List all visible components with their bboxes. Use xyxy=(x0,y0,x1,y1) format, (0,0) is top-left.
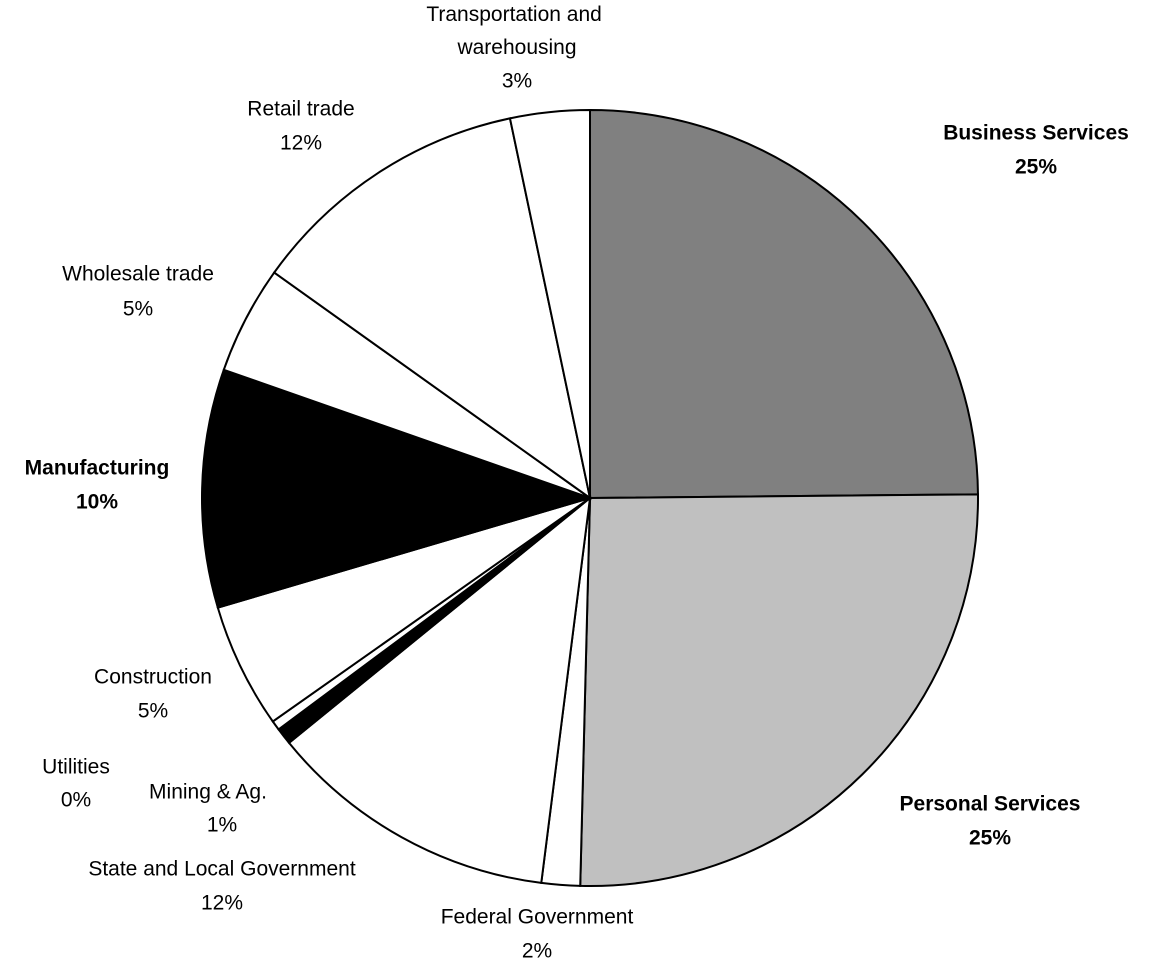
slice-label: Federal Government xyxy=(441,906,634,929)
slice-label: Business Services xyxy=(943,122,1129,145)
pie-slice xyxy=(287,495,592,885)
slice-label: Utilities xyxy=(42,756,110,779)
slice-value-label: 12% xyxy=(201,892,243,915)
slice-value-label: 25% xyxy=(969,827,1011,850)
pie-slice xyxy=(579,493,979,887)
slice-value-label: 5% xyxy=(123,298,153,321)
slice-label: Manufacturing xyxy=(25,457,170,480)
slice-value-label: 12% xyxy=(280,132,322,155)
slice-label-line: Transportation and xyxy=(426,3,607,26)
slice-label: Personal Services xyxy=(900,793,1081,816)
slice-label: Mining & Ag. xyxy=(149,781,267,804)
pie-slice xyxy=(589,108,979,500)
slice-value-label: 5% xyxy=(138,700,168,723)
slice-value-label: 1% xyxy=(207,814,237,837)
slice-label: State and Local Government xyxy=(88,858,355,881)
slice-label: Retail trade xyxy=(247,98,354,121)
slice-label: Wholesale trade xyxy=(62,263,214,286)
slice-label-line: warehousing xyxy=(456,36,576,59)
slice-value-label: 0% xyxy=(61,789,91,812)
pie-slice xyxy=(272,117,592,501)
slice-value-label: 10% xyxy=(76,491,118,514)
pie-slice xyxy=(508,108,591,499)
slice-label: Construction xyxy=(94,666,212,689)
slice-value-label: 3% xyxy=(502,70,532,93)
slice-value-label: 2% xyxy=(522,940,552,963)
slice-value-label: 25% xyxy=(1015,156,1057,179)
slice-label: Transportation and warehousing xyxy=(426,3,607,59)
pie-slice xyxy=(201,368,594,609)
